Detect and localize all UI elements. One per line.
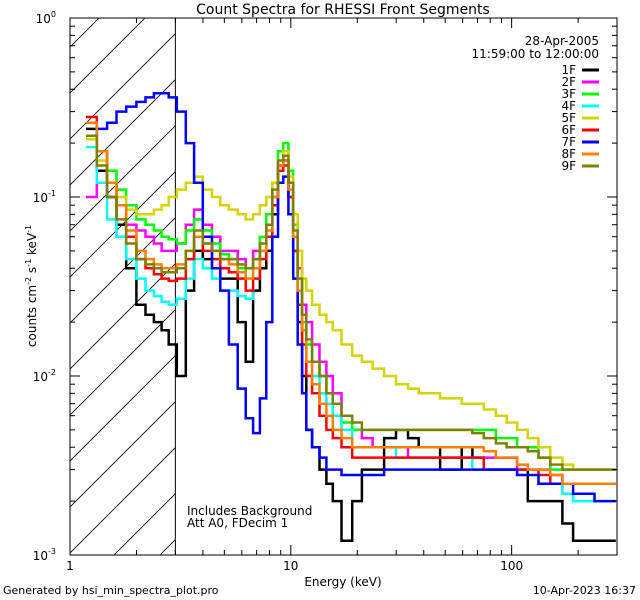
legend-label: 6F	[561, 123, 576, 137]
annotation-attenuator: Att A0, FDecim 1	[187, 516, 288, 530]
legend-label: 3F	[561, 87, 576, 101]
series-line-3F	[86, 134, 616, 471]
footer-timestamp: 10-Apr-2023 16:37	[533, 584, 636, 597]
legend-label: 1F	[561, 63, 576, 77]
hatch-line	[70, 33, 176, 140]
x-axis-label: Energy (keV)	[304, 575, 381, 589]
y-tick-label: 10-1	[33, 189, 56, 205]
legend-label: 8F	[561, 147, 576, 161]
hatch-line	[252, 0, 640, 555]
hatch-line	[70, 401, 176, 508]
time-range-label: 11:59:00 to 12:00:00	[472, 47, 599, 61]
series-line-6F	[86, 115, 616, 486]
hatch-line	[70, 18, 146, 94]
footer-generator: Generated by hsi_min_spectra_plot.pro	[3, 584, 219, 597]
series-line-5F	[86, 138, 616, 471]
hatch-line	[70, 355, 176, 462]
plot-frame	[69, 17, 618, 556]
series-line-1F	[86, 127, 616, 543]
series-line-9F	[86, 134, 616, 471]
y-tick-label: 10-3	[33, 547, 56, 563]
hatch-line	[70, 447, 176, 554]
x-tick-label: 10	[283, 559, 298, 573]
x-tick-label: 100	[500, 559, 523, 573]
date-label: 28-Apr-2005	[525, 34, 599, 48]
x-tick-label: 1	[66, 559, 74, 573]
series-line-7F	[86, 91, 616, 503]
series-lines	[86, 91, 616, 543]
hatch-line	[70, 171, 176, 278]
series-line-8F	[86, 121, 616, 486]
legend-label: 2F	[561, 75, 576, 89]
y-tick-label: 100	[36, 10, 56, 26]
shaded-region	[0, 0, 640, 555]
axis-ticks: 1 10 100 10-3 10-2 10-1 100	[33, 10, 618, 573]
y-axis-label: counts cm-2 s-1 keV-1	[24, 225, 39, 347]
legend-label: 9F	[561, 159, 576, 173]
hatch-line	[0, 0, 116, 555]
annotation-background: Includes Background	[187, 504, 312, 518]
legend-label: 7F	[561, 135, 576, 149]
chart-title: Count Spectra for RHESSI Front Segments	[196, 2, 490, 18]
series-line-2F	[86, 159, 616, 486]
y-tick-label: 10-2	[33, 368, 56, 384]
legend-label: 4F	[561, 99, 576, 113]
hatch-line	[70, 217, 176, 324]
legend-label: 5F	[561, 111, 576, 125]
